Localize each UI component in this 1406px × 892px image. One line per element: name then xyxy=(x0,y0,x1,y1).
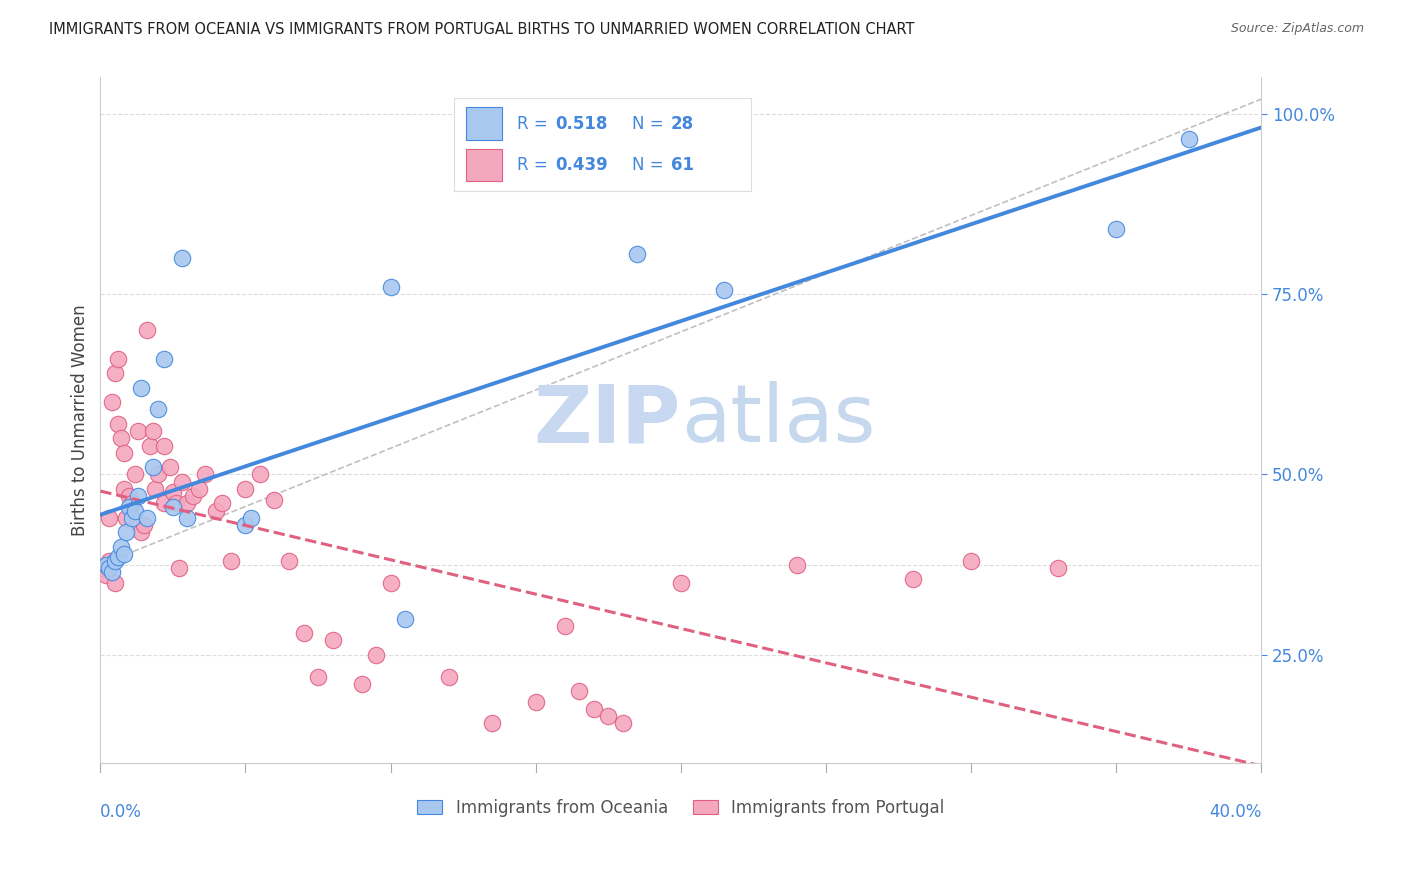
Point xyxy=(263,492,285,507)
Point xyxy=(181,489,204,503)
Point xyxy=(132,518,155,533)
Point xyxy=(153,438,176,452)
Point xyxy=(124,503,146,517)
Point xyxy=(159,460,181,475)
Point xyxy=(135,510,157,524)
Point xyxy=(153,496,176,510)
Point xyxy=(110,431,132,445)
Point xyxy=(322,633,344,648)
Point xyxy=(292,626,315,640)
Text: IMMIGRANTS FROM OCEANIA VS IMMIGRANTS FROM PORTUGAL BIRTHS TO UNMARRIED WOMEN CO: IMMIGRANTS FROM OCEANIA VS IMMIGRANTS FR… xyxy=(49,22,915,37)
Point xyxy=(98,554,121,568)
Point xyxy=(129,525,152,540)
Point xyxy=(112,547,135,561)
Point xyxy=(901,572,924,586)
Point xyxy=(107,550,129,565)
Point xyxy=(101,565,124,579)
Point xyxy=(669,575,692,590)
Point xyxy=(240,510,263,524)
Point xyxy=(307,669,329,683)
Point xyxy=(153,351,176,366)
Point xyxy=(165,496,187,510)
Point xyxy=(554,619,576,633)
Point xyxy=(104,554,127,568)
Point xyxy=(121,510,143,524)
Point xyxy=(437,669,460,683)
Point xyxy=(170,251,193,265)
Point xyxy=(91,561,114,575)
Point xyxy=(129,381,152,395)
Point xyxy=(110,540,132,554)
Point xyxy=(145,482,167,496)
Point xyxy=(205,503,228,517)
Point xyxy=(135,323,157,337)
Point xyxy=(278,554,301,568)
Point xyxy=(786,558,808,572)
Point xyxy=(188,482,211,496)
Point xyxy=(104,367,127,381)
Point xyxy=(101,395,124,409)
Point xyxy=(394,612,416,626)
Point xyxy=(249,467,271,482)
Point xyxy=(96,558,118,572)
Point xyxy=(235,518,257,533)
Point xyxy=(194,467,217,482)
Point xyxy=(127,424,149,438)
Text: atlas: atlas xyxy=(681,381,875,459)
Point xyxy=(167,561,190,575)
Point xyxy=(568,684,591,698)
Text: ZIP: ZIP xyxy=(534,381,681,459)
Point xyxy=(380,575,402,590)
Point xyxy=(1105,222,1128,236)
Point xyxy=(107,417,129,431)
Point xyxy=(350,677,373,691)
Point xyxy=(1047,561,1070,575)
Point xyxy=(138,438,160,452)
Point xyxy=(612,716,634,731)
Point xyxy=(115,510,138,524)
Point xyxy=(170,475,193,489)
Y-axis label: Births to Unmarried Women: Births to Unmarried Women xyxy=(72,304,89,536)
Point xyxy=(148,402,170,417)
Point xyxy=(124,467,146,482)
Point xyxy=(112,446,135,460)
Point xyxy=(481,716,503,731)
Point xyxy=(162,485,184,500)
Point xyxy=(104,575,127,590)
Point xyxy=(176,496,198,510)
Point xyxy=(364,648,387,662)
Point xyxy=(598,709,620,723)
Point xyxy=(127,489,149,503)
Text: 40.0%: 40.0% xyxy=(1209,803,1261,821)
Point xyxy=(235,482,257,496)
Point xyxy=(121,496,143,510)
Point xyxy=(626,247,648,261)
Point xyxy=(148,467,170,482)
Point xyxy=(176,510,198,524)
Point xyxy=(118,500,141,514)
Point xyxy=(98,510,121,524)
Point xyxy=(162,500,184,514)
Point xyxy=(960,554,983,568)
Point xyxy=(115,525,138,540)
Point xyxy=(142,460,165,475)
Text: Source: ZipAtlas.com: Source: ZipAtlas.com xyxy=(1230,22,1364,36)
Point xyxy=(713,284,735,298)
Point xyxy=(219,554,242,568)
Point xyxy=(107,351,129,366)
Point xyxy=(142,424,165,438)
Point xyxy=(112,482,135,496)
Point xyxy=(98,561,121,575)
Point xyxy=(582,702,605,716)
Point xyxy=(1178,132,1201,146)
Legend: Immigrants from Oceania, Immigrants from Portugal: Immigrants from Oceania, Immigrants from… xyxy=(411,792,950,823)
Text: 0.0%: 0.0% xyxy=(100,803,142,821)
Point xyxy=(524,695,547,709)
Point xyxy=(96,568,118,582)
Point xyxy=(118,489,141,503)
Point xyxy=(211,496,233,510)
Point xyxy=(380,279,402,293)
